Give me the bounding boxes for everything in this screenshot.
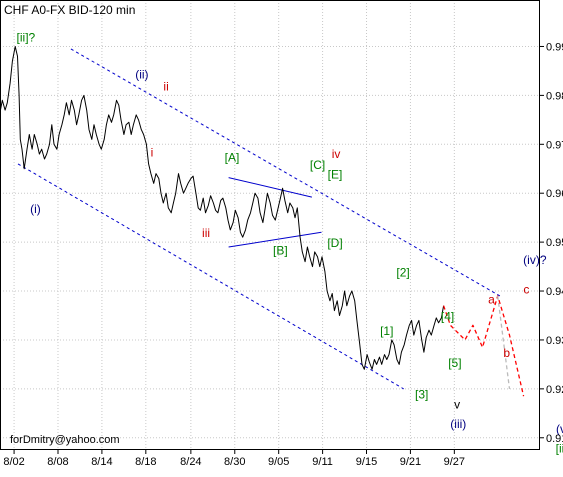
wave-label: [4] bbox=[441, 309, 454, 323]
wave-label: [ii]? bbox=[17, 31, 36, 45]
plot-frame bbox=[0, 0, 540, 450]
x-tick-label: 9/05 bbox=[268, 456, 289, 468]
y-tick-label: 0.96 bbox=[546, 188, 563, 200]
wave-label: (i) bbox=[30, 202, 41, 216]
trendline bbox=[70, 48, 501, 297]
projection-line bbox=[497, 295, 511, 389]
wave-label: b bbox=[503, 346, 510, 360]
grid bbox=[0, 0, 540, 450]
wave-label: a bbox=[488, 292, 495, 306]
wave-label: [iii] bbox=[556, 441, 563, 455]
wave-label: (iv)? bbox=[523, 253, 547, 267]
series bbox=[0, 46, 525, 397]
wave-label: iii bbox=[202, 226, 210, 240]
wave-label: [C] bbox=[310, 158, 325, 172]
trendline bbox=[228, 177, 313, 198]
wave-label: iv bbox=[332, 147, 341, 161]
y-tick-label: 0.93 bbox=[546, 335, 563, 347]
x-tick-label: 9/15 bbox=[356, 456, 377, 468]
y-tick-label: 0.99 bbox=[546, 41, 563, 53]
y-tick-label: 0.94 bbox=[546, 286, 563, 298]
wave-label: (v) bbox=[556, 422, 563, 436]
wave-label: c bbox=[523, 282, 529, 296]
trendline bbox=[228, 231, 322, 248]
wave-label: (iii) bbox=[450, 417, 466, 431]
wave-label: ii bbox=[163, 79, 168, 93]
x-tick-label: 8/08 bbox=[47, 456, 68, 468]
x-tick-label: 9/11 bbox=[312, 456, 333, 468]
wave-label: [B] bbox=[273, 243, 288, 257]
x-tick-label: 8/02 bbox=[3, 456, 24, 468]
price-line bbox=[0, 46, 445, 370]
y-tick-label: 0.97 bbox=[546, 139, 563, 151]
y-tick-label: 0.91 bbox=[546, 433, 563, 445]
x-tick-label: 8/30 bbox=[224, 456, 245, 468]
wave-label: [3] bbox=[415, 388, 428, 402]
chart-footer: forDmitry@yahoo.com bbox=[10, 434, 120, 446]
trendline bbox=[17, 163, 404, 390]
wave-label: [2] bbox=[396, 265, 409, 279]
projection-line bbox=[442, 295, 525, 397]
y-tick-label: 0.98 bbox=[546, 90, 563, 102]
wave-label: (ii) bbox=[135, 67, 148, 81]
wave-label: v bbox=[454, 397, 460, 411]
wave-label: [D] bbox=[327, 236, 342, 250]
x-tick-label: 8/14 bbox=[91, 456, 112, 468]
x-tick-label: 9/21 bbox=[400, 456, 421, 468]
x-tick-label: 8/24 bbox=[180, 456, 201, 468]
annotations: [ii]?(ii)iii(i)iii[A][B][C][D][E]iv[2][1… bbox=[17, 31, 563, 456]
y-tick-label: 0.92 bbox=[546, 384, 563, 396]
wave-label: [1] bbox=[380, 324, 393, 338]
y-tick-label: 0.95 bbox=[546, 237, 563, 249]
wave-label: [A] bbox=[225, 150, 240, 164]
x-tick-label: 9/27 bbox=[444, 456, 465, 468]
chart-title: CHF A0-FX BID-120 min bbox=[4, 3, 135, 17]
wave-label: [E] bbox=[328, 168, 343, 182]
x-tick-label: 8/18 bbox=[135, 456, 156, 468]
axes: 0.99 0.98 0.97 0.96 0.95 0.94 0.93 0.92 0.91 8/02… bbox=[3, 41, 563, 468]
wave-label: [5] bbox=[448, 356, 461, 370]
trendlines bbox=[17, 48, 501, 390]
wave-label: i bbox=[151, 146, 154, 160]
